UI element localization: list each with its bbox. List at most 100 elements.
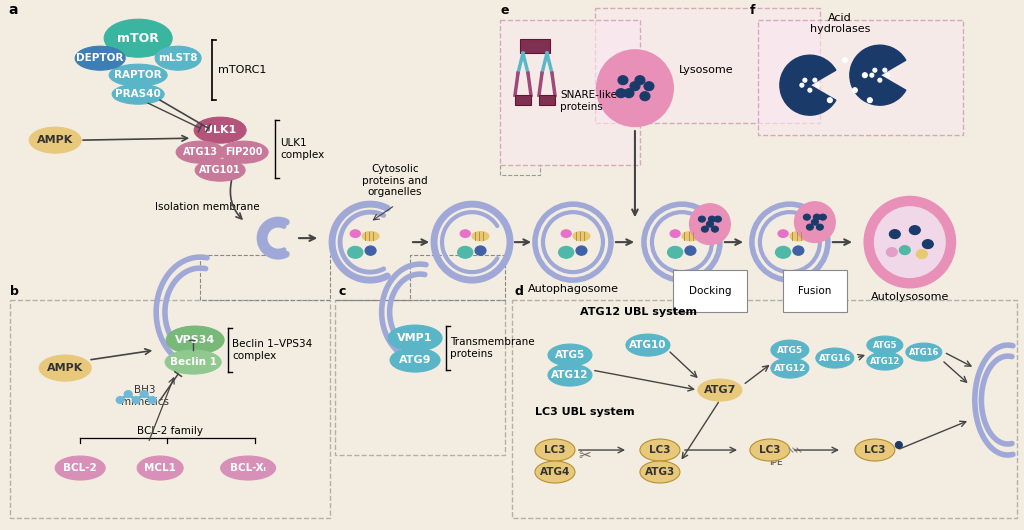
Ellipse shape: [561, 230, 571, 237]
Ellipse shape: [362, 232, 379, 241]
Ellipse shape: [906, 343, 942, 361]
Text: ATG5: ATG5: [872, 341, 897, 350]
Circle shape: [795, 202, 835, 242]
Text: Beclin 1–VPS34
complex: Beclin 1–VPS34 complex: [232, 339, 312, 361]
Ellipse shape: [909, 226, 921, 235]
Text: FIP200: FIP200: [225, 147, 263, 157]
Ellipse shape: [220, 141, 268, 163]
Ellipse shape: [390, 348, 440, 372]
Ellipse shape: [715, 216, 722, 222]
Ellipse shape: [75, 46, 125, 70]
Ellipse shape: [110, 64, 167, 86]
Text: ATG7: ATG7: [703, 385, 736, 395]
FancyBboxPatch shape: [500, 20, 640, 165]
Text: ATG16: ATG16: [908, 348, 939, 357]
Ellipse shape: [775, 246, 791, 258]
Text: ATG12: ATG12: [551, 370, 589, 380]
Ellipse shape: [626, 334, 670, 356]
Text: LC3 UBL system: LC3 UBL system: [535, 407, 635, 417]
Text: LC3: LC3: [649, 445, 671, 455]
Ellipse shape: [867, 98, 872, 103]
Text: BH3
mimetics: BH3 mimetics: [121, 385, 169, 407]
Ellipse shape: [808, 88, 812, 92]
Text: ATG5: ATG5: [555, 350, 585, 360]
Ellipse shape: [640, 439, 680, 461]
Ellipse shape: [889, 229, 900, 239]
Text: b: b: [10, 285, 19, 298]
Ellipse shape: [104, 19, 172, 57]
Text: Transmembrane
proteins: Transmembrane proteins: [450, 337, 535, 359]
Text: Cytosolic
proteins and
organelles: Cytosolic proteins and organelles: [362, 164, 428, 197]
Ellipse shape: [867, 336, 903, 354]
Text: mTOR: mTOR: [117, 32, 159, 45]
Text: ATG10: ATG10: [629, 340, 667, 350]
Text: DEPTOR: DEPTOR: [77, 53, 124, 63]
Text: Fusion: Fusion: [798, 286, 831, 296]
Ellipse shape: [862, 73, 867, 78]
Ellipse shape: [617, 76, 628, 85]
FancyBboxPatch shape: [595, 8, 820, 123]
FancyBboxPatch shape: [758, 20, 963, 135]
Ellipse shape: [813, 78, 817, 82]
Text: a: a: [8, 3, 17, 17]
Ellipse shape: [39, 355, 91, 381]
Text: LC3: LC3: [759, 445, 780, 455]
Ellipse shape: [895, 441, 902, 448]
Ellipse shape: [635, 76, 645, 85]
Text: VMP1: VMP1: [397, 333, 433, 343]
Ellipse shape: [804, 214, 810, 220]
Ellipse shape: [113, 84, 164, 104]
Ellipse shape: [819, 214, 826, 220]
Ellipse shape: [816, 348, 854, 368]
Ellipse shape: [166, 326, 224, 354]
Wedge shape: [780, 55, 836, 115]
Text: LC3: LC3: [864, 445, 886, 455]
Ellipse shape: [640, 461, 680, 483]
Ellipse shape: [640, 92, 650, 101]
Text: BCL-2: BCL-2: [63, 463, 97, 473]
Text: ULK1
complex: ULK1 complex: [281, 138, 325, 160]
Ellipse shape: [682, 232, 699, 241]
Ellipse shape: [458, 246, 473, 258]
Ellipse shape: [350, 230, 360, 237]
Ellipse shape: [630, 82, 640, 91]
Text: ATG16: ATG16: [818, 354, 851, 363]
Bar: [515, 95, 531, 105]
Ellipse shape: [124, 391, 132, 398]
Ellipse shape: [575, 246, 587, 255]
FancyBboxPatch shape: [10, 300, 330, 518]
Text: ATG9: ATG9: [398, 355, 431, 365]
Ellipse shape: [707, 221, 714, 227]
Ellipse shape: [698, 379, 742, 401]
Ellipse shape: [195, 117, 246, 143]
Ellipse shape: [803, 78, 807, 82]
Text: AMPK: AMPK: [37, 135, 74, 145]
Ellipse shape: [855, 439, 895, 461]
Bar: [520, 39, 550, 53]
Text: Docking: Docking: [689, 286, 731, 296]
Ellipse shape: [685, 246, 696, 255]
Circle shape: [873, 206, 946, 278]
Ellipse shape: [701, 226, 709, 232]
Ellipse shape: [644, 82, 654, 91]
Ellipse shape: [148, 396, 156, 403]
Text: mTORC1: mTORC1: [218, 65, 266, 75]
Ellipse shape: [365, 246, 376, 255]
Ellipse shape: [132, 396, 140, 403]
Text: SNARE-like
proteins: SNARE-like proteins: [560, 90, 617, 112]
Ellipse shape: [843, 58, 848, 63]
FancyBboxPatch shape: [512, 300, 1017, 518]
Ellipse shape: [793, 246, 804, 255]
Ellipse shape: [475, 246, 486, 255]
Ellipse shape: [813, 214, 820, 220]
Ellipse shape: [816, 83, 820, 87]
Wedge shape: [850, 45, 906, 105]
Text: ATG12: ATG12: [774, 364, 806, 373]
Ellipse shape: [878, 78, 882, 82]
Ellipse shape: [816, 224, 823, 230]
Ellipse shape: [712, 226, 719, 232]
Ellipse shape: [137, 456, 183, 480]
Ellipse shape: [668, 246, 683, 258]
Ellipse shape: [347, 246, 362, 258]
Text: AMPK: AMPK: [47, 363, 83, 373]
